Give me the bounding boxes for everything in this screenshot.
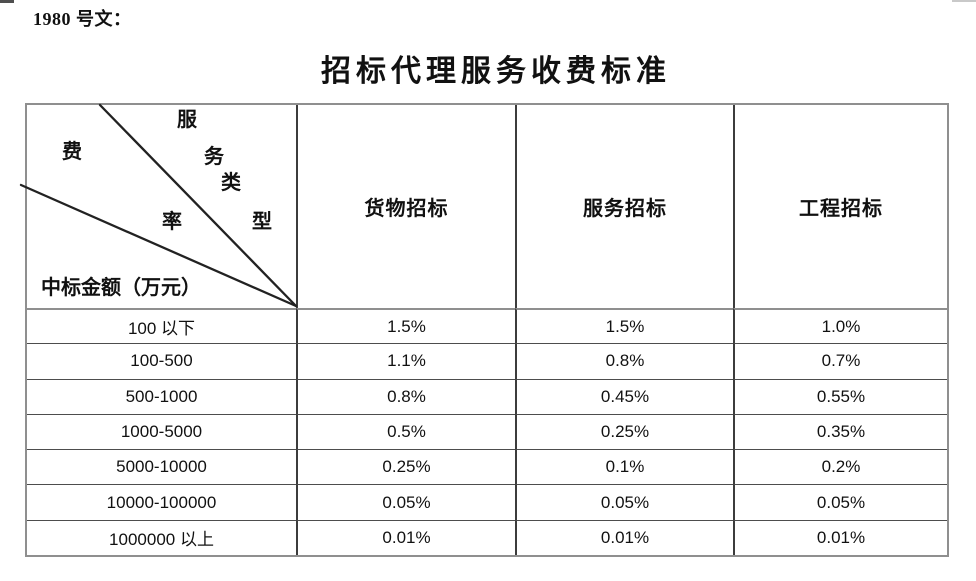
doc-ref: 1980 号文：: [33, 9, 132, 29]
fee-value: 0.01%: [733, 519, 947, 555]
fee-value: 0.25%: [515, 413, 733, 450]
fee-value: 0.2%: [733, 449, 947, 485]
row-range-label: 500-1000: [27, 378, 296, 414]
service-type-char-1: 服: [177, 109, 197, 131]
page-edge-artifact-left: [0, 0, 14, 3]
row-range-label: 100-500: [27, 343, 296, 378]
fee-value: 0.8%: [296, 378, 515, 414]
fee-value: 0.05%: [733, 484, 947, 520]
diagonal-divider-lines: [19, 103, 298, 308]
service-type-char-4: 型: [252, 211, 272, 233]
column-header-engineering: 工程招标: [733, 105, 947, 308]
fee-value: 1.5%: [296, 308, 515, 344]
fee-value: 0.05%: [296, 484, 515, 520]
fee-value: 0.01%: [515, 519, 733, 555]
amount-axis-label: 中标金额（万元）: [41, 277, 201, 299]
page-title: 招标代理服务收费标准: [321, 55, 671, 88]
fee-value: 0.35%: [733, 413, 947, 450]
fee-value: 1.0%: [733, 308, 947, 344]
row-range-label: 5000-10000: [27, 449, 296, 484]
fee-value: 1.5%: [515, 308, 733, 344]
fee-value: 0.55%: [733, 378, 947, 414]
fee-value: 1.1%: [296, 343, 515, 379]
fee-value: 0.25%: [296, 449, 515, 485]
page-edge-artifact-right: [952, 0, 976, 2]
fee-value: 0.05%: [515, 484, 733, 520]
fee-value: 0.1%: [515, 449, 733, 485]
fee-rate-char-1: 费: [62, 141, 82, 163]
service-type-char-3: 类: [221, 172, 241, 194]
service-type-char-2: 务: [204, 146, 224, 168]
row-range-label: 100 以下: [27, 308, 296, 343]
fee-value: 0.5%: [296, 413, 515, 450]
row-range-label: 1000000 以上: [27, 519, 296, 555]
fee-value: 0.7%: [733, 343, 947, 379]
column-header-goods: 货物招标: [296, 105, 515, 308]
row-range-label: 10000-100000: [27, 484, 296, 519]
fee-standard-table: 服 务 类 型 费 率 中标金额（万元） 货物招标 服务招标 工程招标 100 …: [19, 103, 949, 557]
fee-value: 0.45%: [515, 378, 733, 414]
fee-value: 0.01%: [296, 519, 515, 555]
fee-rate-char-2: 率: [162, 211, 182, 233]
corner-header-cell: 服 务 类 型 费 率 中标金额（万元）: [19, 103, 298, 308]
row-range-label: 1000-5000: [27, 413, 296, 449]
column-header-service: 服务招标: [515, 105, 733, 308]
fee-value: 0.8%: [515, 343, 733, 379]
